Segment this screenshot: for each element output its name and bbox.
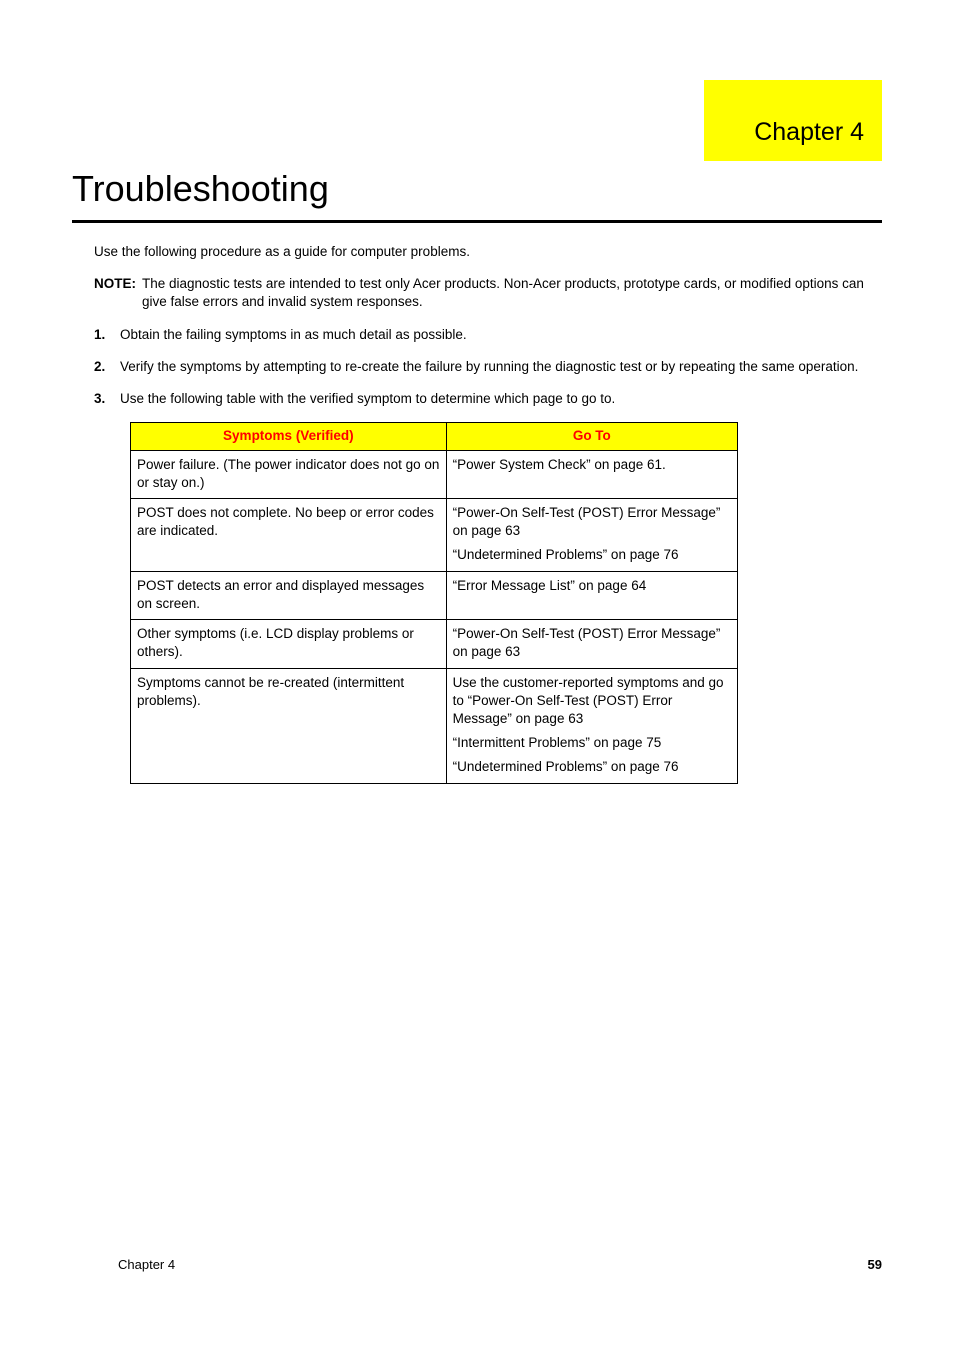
note-text: The diagnostic tests are intended to tes… [142, 275, 882, 311]
goto-line: “Undetermined Problems” on page 76 [453, 758, 731, 776]
note-block: NOTE: The diagnostic tests are intended … [94, 275, 882, 311]
symptom-cell: Power failure. (The power indicator does… [131, 450, 447, 498]
page-container: Chapter 4 Troubleshooting Use the follow… [0, 0, 954, 1350]
goto-cell: “Power-On Self-Test (POST) Error Message… [446, 620, 737, 668]
goto-cell: “Power System Check” on page 61. [446, 450, 737, 498]
chapter-tab: Chapter 4 [704, 80, 882, 161]
intro-text: Use the following procedure as a guide f… [94, 243, 882, 261]
step-number: 1. [94, 326, 120, 344]
table-row: POST detects an error and displayed mess… [131, 571, 738, 619]
table-container: Symptoms (Verified) Go To Power failure.… [130, 422, 882, 783]
step-number: 3. [94, 390, 120, 408]
table-header-row: Symptoms (Verified) Go To [131, 423, 738, 450]
page-footer: Chapter 4 59 [72, 1257, 882, 1272]
goto-line: “Power-On Self-Test (POST) Error Message… [453, 625, 731, 661]
goto-line: “Power-On Self-Test (POST) Error Message… [453, 504, 731, 540]
goto-line: “Intermittent Problems” on page 75 [453, 734, 731, 752]
table-row: Power failure. (The power indicator does… [131, 450, 738, 498]
list-item: 2. Verify the symptoms by attempting to … [94, 358, 882, 376]
table-header-goto: Go To [446, 423, 737, 450]
symptom-cell: Other symptoms (i.e. LCD display problem… [131, 620, 447, 668]
goto-line: “Power System Check” on page 61. [453, 456, 731, 474]
goto-cell: “Error Message List” on page 64 [446, 571, 737, 619]
goto-line: Use the customer-reported symptoms and g… [453, 674, 731, 729]
symptom-cell: POST detects an error and displayed mess… [131, 571, 447, 619]
step-text: Verify the symptoms by attempting to re-… [120, 358, 858, 376]
goto-cell: “Power-On Self-Test (POST) Error Message… [446, 498, 737, 571]
symptom-cell: POST does not complete. No beep or error… [131, 498, 447, 571]
symptom-cell: Symptoms cannot be re-created (intermitt… [131, 668, 447, 783]
table-row: Symptoms cannot be re-created (intermitt… [131, 668, 738, 783]
step-text: Obtain the failing symptoms in as much d… [120, 326, 467, 344]
table-row: POST does not complete. No beep or error… [131, 498, 738, 571]
step-number: 2. [94, 358, 120, 376]
footer-left: Chapter 4 [118, 1257, 175, 1272]
troubleshooting-table: Symptoms (Verified) Go To Power failure.… [130, 422, 738, 783]
steps-list: 1. Obtain the failing symptoms in as muc… [94, 326, 882, 409]
list-item: 1. Obtain the failing symptoms in as muc… [94, 326, 882, 344]
list-item: 3. Use the following table with the veri… [94, 390, 882, 408]
footer-page-number: 59 [868, 1257, 882, 1272]
table-header-symptoms: Symptoms (Verified) [131, 423, 447, 450]
goto-line: “Undetermined Problems” on page 76 [453, 546, 731, 564]
goto-cell: Use the customer-reported symptoms and g… [446, 668, 737, 783]
step-text: Use the following table with the verifie… [120, 390, 615, 408]
page-title: Troubleshooting [72, 168, 882, 223]
note-label: NOTE: [94, 275, 136, 311]
table-row: Other symptoms (i.e. LCD display problem… [131, 620, 738, 668]
goto-line: “Error Message List” on page 64 [453, 577, 731, 595]
